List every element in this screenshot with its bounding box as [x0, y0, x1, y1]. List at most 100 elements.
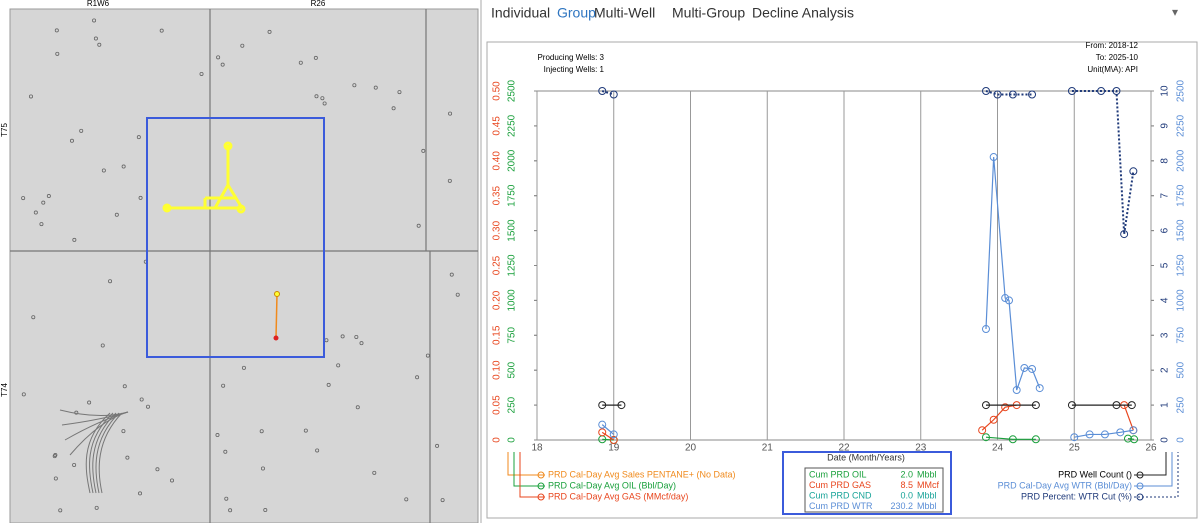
well-symbol: [215, 433, 220, 438]
well-symbol: [260, 466, 265, 471]
point: [1028, 90, 1037, 99]
to-date: To: 2025-10: [1096, 53, 1139, 62]
cum-name: Cum PRD CND: [809, 490, 872, 500]
well-symbol: [267, 29, 272, 34]
well-symbol: [303, 428, 308, 433]
well-symbol: [199, 71, 204, 76]
legend-marker: [1136, 471, 1144, 479]
y-tick-label: 1000: [507, 289, 518, 312]
range-label: R26: [311, 0, 326, 8]
well-symbol: [240, 43, 245, 48]
y-tick-label: 2000: [507, 149, 518, 172]
well-path: [85, 412, 111, 494]
y-tick-label: 0.15: [492, 325, 503, 345]
point: [598, 87, 607, 95]
y-tick-label: 500: [507, 361, 518, 378]
well-symbol: [21, 392, 26, 397]
well-symbol: [216, 55, 221, 60]
menu-arrow[interactable]: ▾: [1172, 5, 1178, 19]
cum-name: Cum PRD OIL: [809, 469, 867, 479]
y-tick-label: 1250: [507, 254, 518, 277]
y-tick-label: 1750: [507, 184, 518, 207]
y-tick-label: 0.30: [492, 220, 503, 240]
y-tick-label: 0.25: [492, 255, 503, 275]
well-symbol: [122, 384, 127, 389]
point: [981, 433, 990, 442]
selected-wells: [162, 141, 246, 214]
well-symbol: [79, 128, 84, 133]
tab[interactable]: Individual: [491, 5, 550, 21]
y-tick-label: 1250: [1176, 254, 1187, 277]
from-date: From: 2018-12: [1086, 41, 1139, 50]
well-symbol: [397, 90, 402, 95]
y-tick-label: 0: [1160, 437, 1171, 443]
y-tick-label: 10: [1160, 85, 1171, 97]
point: [1112, 87, 1121, 95]
well-symbol: [93, 36, 98, 41]
point: [1067, 87, 1076, 95]
y-tick-label: 7: [1160, 192, 1171, 198]
x-tick-label: 24: [992, 443, 1004, 454]
point: [981, 401, 990, 410]
well-symbol: [125, 455, 130, 460]
well-path: [89, 412, 114, 494]
well-path: [95, 412, 120, 494]
series-line: [1071, 90, 1135, 235]
well-symbol: [223, 449, 228, 454]
x-tick-label: 25: [1069, 443, 1081, 454]
map[interactable]: [9, 8, 479, 524]
cum-inner: [804, 467, 944, 513]
series-line: [981, 404, 1017, 431]
point: [989, 415, 998, 424]
point: [617, 401, 626, 410]
point: [609, 430, 618, 439]
well-symbol: [159, 28, 164, 33]
well-symbol: [314, 94, 319, 99]
y-tick-label: 1: [1160, 402, 1171, 408]
well-symbol: [53, 476, 58, 481]
y-tick-label: 250: [507, 396, 518, 413]
well-symbol: [336, 363, 341, 368]
tab[interactable]: Multi-Well: [594, 5, 655, 21]
tab[interactable]: Decline Analysis: [752, 5, 854, 21]
well-symbol: [221, 383, 226, 388]
y-tick-label: 5: [1160, 262, 1171, 268]
series-line: [985, 436, 1036, 440]
x-tick-label: 21: [762, 443, 774, 454]
cum-value: 0.0: [900, 490, 913, 500]
well-path: [69, 411, 129, 456]
injecting-wells: Injecting Wells: 1: [544, 65, 605, 74]
point: [1012, 386, 1021, 395]
point: [989, 153, 998, 162]
point: [1067, 401, 1076, 410]
legend-marker: [537, 471, 545, 479]
well-symbol: [41, 200, 46, 205]
point: [1020, 363, 1029, 372]
well-symbol: [54, 28, 59, 33]
tab[interactable]: Multi-Group: [672, 5, 745, 21]
point: [609, 90, 618, 99]
legend-line: [1134, 452, 1173, 487]
point: [1129, 426, 1138, 435]
well-symbol: [114, 212, 119, 217]
legend-line: [507, 452, 545, 476]
cum-name: Cum PRD GAS: [809, 480, 871, 490]
well-symbol: [352, 83, 357, 88]
point: [981, 325, 990, 334]
point: [1008, 90, 1017, 99]
well-symbol: [455, 292, 460, 297]
well-symbol: [259, 429, 264, 434]
well-symbol: [28, 94, 33, 99]
y-tick-label: 0.40: [492, 151, 503, 171]
y-tick-label: 750: [507, 327, 518, 344]
cum-value: 8.5: [900, 480, 913, 490]
series-line: [1074, 429, 1134, 438]
township-label: T75: [0, 123, 9, 137]
y-tick-label: 1500: [507, 219, 518, 242]
well-symbol: [155, 467, 160, 472]
tab[interactable]: Group: [557, 5, 596, 21]
well-symbol: [52, 454, 57, 459]
well-symbol: [100, 343, 105, 348]
well-symbol: [220, 62, 225, 67]
y-tick-label: 2500: [1176, 79, 1187, 102]
